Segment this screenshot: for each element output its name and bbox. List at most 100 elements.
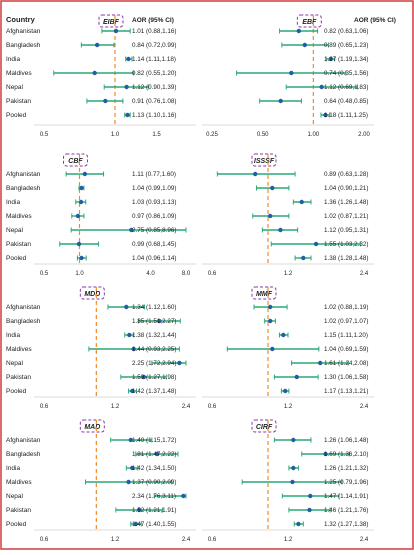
cbf-country-label: Nepal — [6, 227, 24, 234]
cbf-point-estimate — [82, 171, 88, 177]
mdd-country-label: Maldives — [6, 346, 32, 353]
mad-point-estimate — [181, 493, 186, 499]
ebf-aor-label: 1.12 (0.69,1.83) — [324, 84, 368, 91]
mdd-title-tag — [79, 286, 105, 300]
mmf-title-tag — [251, 286, 277, 300]
cbf-aor-label: 1.04 (0.99,1.09) — [132, 185, 176, 192]
eibf-country-label: India — [6, 56, 20, 63]
isssf-point-estimate — [270, 185, 275, 191]
isssf-aor-label: 1.02 (0.87,1.21) — [324, 213, 368, 220]
ebf-aor-label: 1.27 (1.19,1.34) — [324, 56, 368, 63]
mdd-x-tick-label: 1.2 — [111, 404, 120, 410]
mmf-point-estimate — [267, 304, 273, 310]
aor-column-header-left: AOR (95% CI) — [132, 17, 174, 24]
cirf-aor-label: 1.69 (1.36,2.10) — [324, 451, 368, 458]
mad-x-tick-label: 2.4 — [182, 537, 191, 543]
eibf-aor-label: 1.12 (0.90,1.39) — [132, 84, 176, 91]
mmf-x-tick-label: 1.2 — [284, 404, 293, 410]
cbf-point-estimate — [79, 185, 84, 191]
mmf-point-estimate — [294, 374, 299, 380]
cbf-title-tag — [63, 153, 88, 167]
ebf-title-tag — [296, 14, 322, 28]
mad-point-estimate — [126, 479, 131, 485]
ebf-point-estimate — [328, 56, 334, 62]
cirf-point-estimate — [307, 507, 312, 513]
mdd-aor-label: 2.25 (1.72,2.94) — [132, 360, 176, 367]
mad-country-label: India — [6, 465, 20, 472]
cirf-aor-label: 1.25 (0.79,1.96) — [324, 479, 368, 486]
mad-point-estimate — [133, 521, 138, 527]
cirf-x-tick-label: 1.2 — [284, 537, 293, 543]
mmf-aor-label: 1.02 (0.88,1.19) — [324, 304, 368, 311]
mdd-aor-label: 1.85 (1.51,2.27) — [132, 318, 176, 325]
mad-title: MAD — [84, 424, 100, 431]
isssf-aor-label: 1.55 (1.03,2.32) — [324, 241, 368, 248]
mad-country-label: Maldives — [6, 479, 32, 486]
cirf-aor-label: 1.26 (1.06,1.48) — [324, 437, 368, 444]
cbf-point-estimate — [75, 213, 81, 219]
cirf-point-estimate — [323, 451, 328, 457]
cbf-country-label: Maldives — [6, 213, 32, 220]
mad-country-label: Nepal — [6, 493, 24, 500]
ebf-aor-label: 1.18 (1.11,1.25) — [324, 112, 368, 119]
cbf-point-estimate — [78, 199, 84, 205]
isssf-title: ISSSF — [254, 158, 275, 165]
mdd-point-estimate — [127, 332, 132, 338]
mdd-title: MDD — [84, 291, 100, 298]
eibf-x-tick-label: 1.5 — [152, 132, 161, 138]
cbf-aor-label: 0.99 (0.68,1.45) — [132, 241, 176, 248]
isssf-point-estimate — [299, 199, 304, 205]
ebf-x-tick-label: 2.00 — [358, 132, 370, 138]
mdd-country-label: Bangladesh — [6, 318, 41, 325]
eibf-aor-label: 0.84 (0.72,0.99) — [132, 42, 176, 49]
cirf-point-estimate — [296, 521, 301, 527]
eibf-title-tag — [98, 14, 124, 28]
mdd-aor-label: 1.34 (1.12,1.60) — [132, 304, 176, 311]
mad-country-label: Bangladesh — [6, 451, 41, 458]
cbf-country-label: Bangladesh — [6, 185, 41, 192]
mad-x-tick-label: 0.6 — [40, 537, 49, 543]
mmf-point-estimate — [318, 360, 323, 366]
mad-point-estimate — [130, 465, 135, 471]
mmf-point-estimate — [267, 318, 273, 324]
isssf-x-tick-label: 0.6 — [208, 271, 217, 277]
cbf-x-tick-label: 1.0 — [75, 271, 84, 277]
mad-country-label: Pakistan — [6, 507, 31, 514]
ebf-aor-label: 0.64 (0.48,0.85) — [324, 98, 368, 105]
mdd-aor-label: 1.38 (1.32,1.44) — [132, 332, 176, 339]
mmf-point-estimate — [281, 332, 286, 338]
cbf-country-label: Pakistan — [6, 241, 31, 248]
cbf-aor-label: 2.75 (0.85,8.96) — [132, 227, 176, 234]
ebf-point-estimate — [278, 98, 283, 104]
cirf-x-tick-label: 0.6 — [208, 537, 217, 543]
cbf-x-tick-label: 0.5 — [40, 271, 49, 277]
eibf-x-tick-label: 0.5 — [40, 132, 49, 138]
ebf-point-estimate — [302, 42, 308, 48]
mmf-point-estimate — [270, 346, 275, 352]
ebf-x-tick-label: 0.25 — [206, 132, 218, 138]
eibf-point-estimate — [125, 112, 130, 118]
mad-country-label: Afghanistan — [6, 437, 41, 444]
mad-x-tick-label: 1.2 — [111, 537, 120, 543]
ebf-point-estimate — [323, 112, 328, 118]
mmf-point-estimate — [283, 388, 288, 394]
eibf-point-estimate — [126, 56, 131, 62]
mdd-country-label: India — [6, 332, 20, 339]
mdd-point-estimate — [131, 346, 136, 352]
mad-aor-label: 2.34 (1.76,3.11) — [132, 493, 176, 500]
eibf-country-label: Bangladesh — [6, 42, 41, 49]
cbf-country-label: Pooled — [6, 255, 27, 262]
isssf-x-tick-label: 1.2 — [284, 271, 293, 277]
cbf-aor-label: 0.97 (0.86,1.09) — [132, 213, 176, 220]
aor-column-header-right: AOR (95% CI) — [354, 17, 396, 24]
ebf-point-estimate — [319, 84, 324, 90]
mdd-country-label: Pakistan — [6, 374, 31, 381]
ebf-x-tick-label: 1.00 — [307, 132, 319, 138]
cbf-point-estimate — [129, 227, 134, 233]
eibf-point-estimate — [124, 84, 129, 90]
isssf-aor-label: 1.36 (1.26,1.48) — [324, 199, 368, 206]
mad-country-label: Pooled — [6, 521, 27, 528]
ebf-point-estimate — [296, 28, 302, 34]
